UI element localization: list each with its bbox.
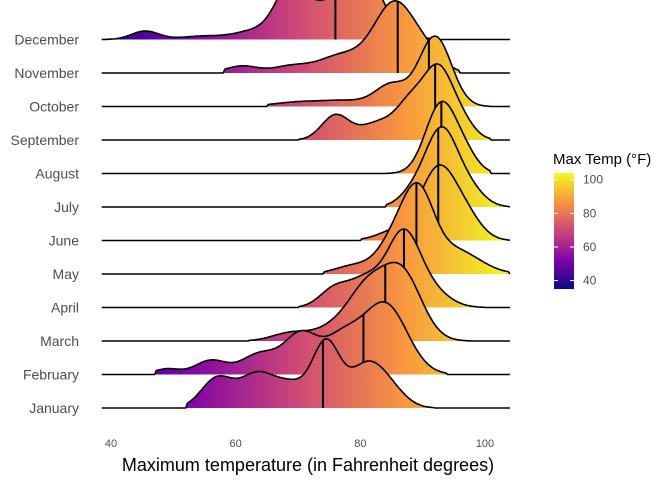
ridge-area-january bbox=[101, 338, 510, 408]
x-tick-label: 60 bbox=[230, 438, 242, 450]
legend-tick-label: 80 bbox=[583, 206, 597, 220]
ridge-area-june bbox=[101, 165, 510, 241]
x-tick-label: 40 bbox=[105, 438, 117, 450]
ridge-outline-june bbox=[101, 164, 511, 242]
ridge-outline-february bbox=[101, 301, 510, 376]
x-tick-label: 80 bbox=[354, 438, 366, 450]
month-label-may: May bbox=[53, 266, 79, 282]
ridge-outline-october bbox=[101, 35, 510, 108]
month-label-february: February bbox=[23, 367, 79, 383]
color-legend: Max Temp (°F) 40 60 80 100 bbox=[553, 151, 651, 289]
ridge-area-december bbox=[101, 0, 510, 40]
ridge-area-august bbox=[101, 101, 510, 174]
legend-tick-label: 40 bbox=[583, 274, 597, 288]
month-label-september: September bbox=[11, 132, 80, 148]
month-label-march: March bbox=[40, 333, 79, 349]
month-label-april: April bbox=[51, 300, 79, 316]
month-label-july: July bbox=[54, 199, 79, 215]
ridge-outline-april bbox=[101, 228, 510, 309]
month-label-october: October bbox=[29, 99, 79, 115]
month-label-june: June bbox=[49, 233, 80, 249]
month-label-november: November bbox=[14, 65, 79, 81]
legend-tick-label: 60 bbox=[583, 240, 597, 254]
ridge-outline-december bbox=[101, 0, 510, 41]
ridge-area-march bbox=[101, 262, 510, 341]
legend-ticks: 40 60 80 100 bbox=[554, 173, 603, 288]
ridge-area-september bbox=[101, 63, 510, 140]
ridge-outline-january bbox=[101, 338, 510, 409]
ridge-area-november bbox=[101, 0, 510, 73]
ridges-group: December November October September August Ju… bbox=[11, 0, 511, 416]
ridge-area-february bbox=[101, 301, 510, 375]
legend-tick-label: 100 bbox=[583, 173, 603, 187]
ridge-area-october bbox=[101, 36, 510, 107]
ridge-december: December bbox=[14, 0, 510, 48]
x-axis-title: Maximum temperature (in Fahrenheit degre… bbox=[122, 455, 494, 475]
ridge-january: January bbox=[29, 338, 510, 416]
x-tick-label: 100 bbox=[476, 438, 494, 450]
month-label-december: December bbox=[14, 32, 79, 48]
ridge-outline-august bbox=[101, 100, 510, 175]
ridge-february: February bbox=[23, 301, 510, 383]
x-axis-ticks: 40 60 80 100 bbox=[105, 438, 494, 450]
legend-title: Max Temp (°F) bbox=[553, 151, 651, 168]
legend-color-bar bbox=[554, 173, 574, 289]
ridge-outline-september bbox=[101, 63, 510, 141]
month-label-august: August bbox=[35, 166, 79, 182]
ridge-outline-may bbox=[101, 181, 511, 275]
ridge-outline-july bbox=[101, 126, 511, 208]
month-label-january: January bbox=[29, 400, 79, 416]
